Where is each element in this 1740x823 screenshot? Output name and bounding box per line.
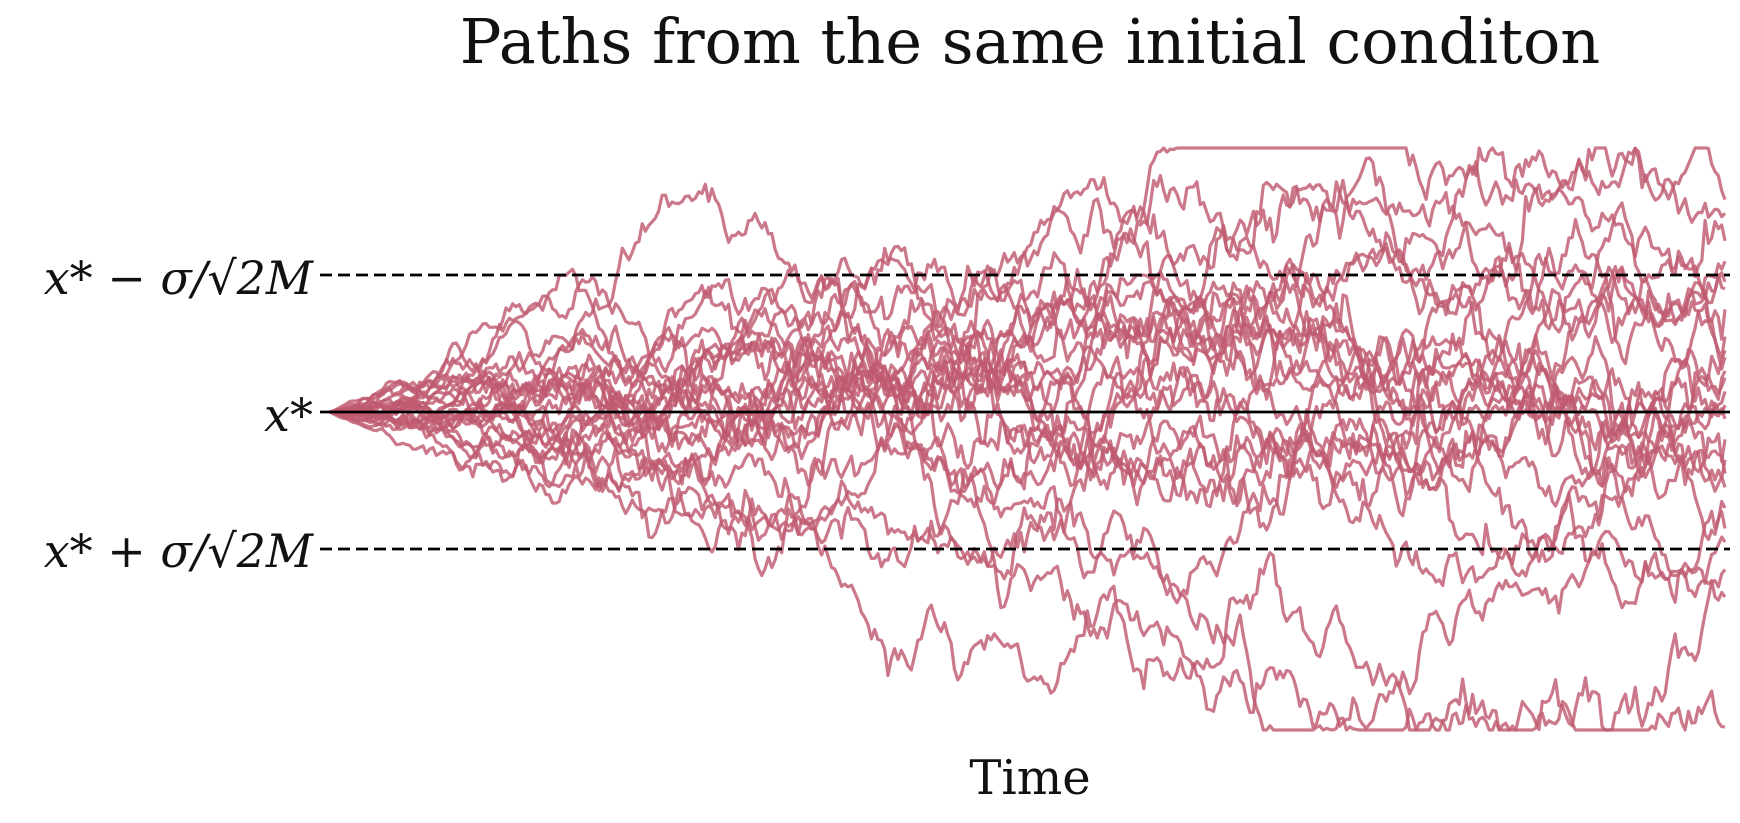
sample-path-23 bbox=[329, 351, 1727, 732]
sample-path-25 bbox=[329, 346, 1726, 732]
sample-path-10 bbox=[329, 178, 1727, 492]
chart-title: Paths from the same initial conditon bbox=[459, 5, 1601, 78]
sample-path-5 bbox=[329, 160, 1727, 428]
x-axis-label: Time bbox=[969, 750, 1091, 806]
y-tick-label-lower: x* + σ/√2M bbox=[43, 524, 313, 578]
sample-path-15 bbox=[329, 382, 1727, 605]
sample-path-22 bbox=[329, 321, 1727, 585]
y-tick-label-upper: x* − σ/√2M bbox=[43, 251, 313, 305]
sample-path-7 bbox=[329, 182, 1727, 434]
sample-path-14 bbox=[329, 330, 1727, 532]
sample-path-19 bbox=[329, 268, 1727, 578]
sample-path-20 bbox=[329, 349, 1727, 541]
sample-path-24 bbox=[329, 407, 1727, 610]
sample-path-17 bbox=[329, 347, 1727, 509]
sample-path-12 bbox=[329, 283, 1727, 545]
sample-path-11 bbox=[329, 294, 1727, 489]
reference-lines bbox=[320, 273, 1730, 551]
sample-paths bbox=[329, 146, 1727, 732]
y-tick-label-equilibrium: x* bbox=[264, 388, 313, 442]
